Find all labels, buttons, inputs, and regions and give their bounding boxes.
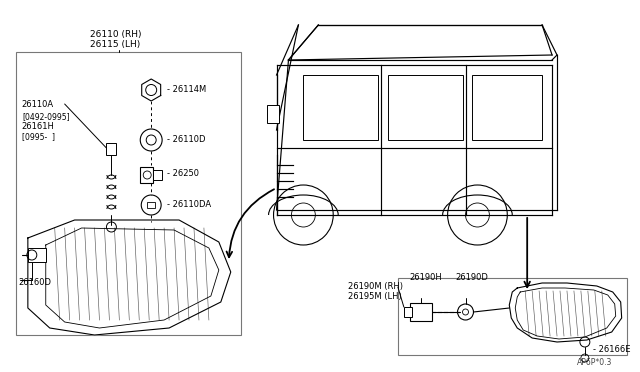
Text: - 26250: - 26250 [167, 169, 199, 178]
Polygon shape [509, 283, 621, 342]
Polygon shape [289, 25, 552, 60]
Text: AP6P*0.3: AP6P*0.3 [577, 358, 612, 367]
Polygon shape [515, 288, 616, 339]
Bar [28, 248, 45, 262]
Bar [147, 202, 155, 208]
Polygon shape [45, 228, 219, 328]
Text: 26160D: 26160D [18, 278, 51, 287]
Polygon shape [28, 220, 231, 335]
Polygon shape [141, 79, 161, 101]
Text: - 26110DA: - 26110DA [167, 200, 211, 209]
Bar [410, 303, 432, 321]
Text: 26115 (LH): 26115 (LH) [90, 40, 140, 49]
Bar [267, 105, 278, 123]
Text: 26195M (LH): 26195M (LH) [348, 292, 402, 301]
Bar [140, 167, 153, 183]
Text: 26110 (RH): 26110 (RH) [90, 30, 141, 39]
Bar [153, 170, 162, 180]
Bar [404, 307, 412, 317]
Text: 26110A: 26110A [22, 100, 54, 109]
Bar [303, 75, 378, 140]
Text: [0995-  ]: [0995- ] [22, 132, 55, 141]
Text: - 26166E: - 26166E [593, 346, 630, 355]
Bar [472, 75, 542, 140]
Polygon shape [276, 65, 552, 215]
Bar [398, 278, 627, 355]
Text: [0492-0995]: [0492-0995] [22, 112, 70, 121]
Text: 26190H: 26190H [410, 273, 443, 282]
Text: 26190D: 26190D [456, 273, 488, 282]
Text: - 26110D: - 26110D [167, 135, 205, 144]
Text: - 26114M: - 26114M [167, 85, 206, 94]
Text: 26190M (RH): 26190M (RH) [348, 282, 403, 291]
Bar [106, 143, 116, 155]
Bar [16, 52, 241, 335]
Text: 26161H: 26161H [22, 122, 55, 131]
Bar [388, 75, 463, 140]
